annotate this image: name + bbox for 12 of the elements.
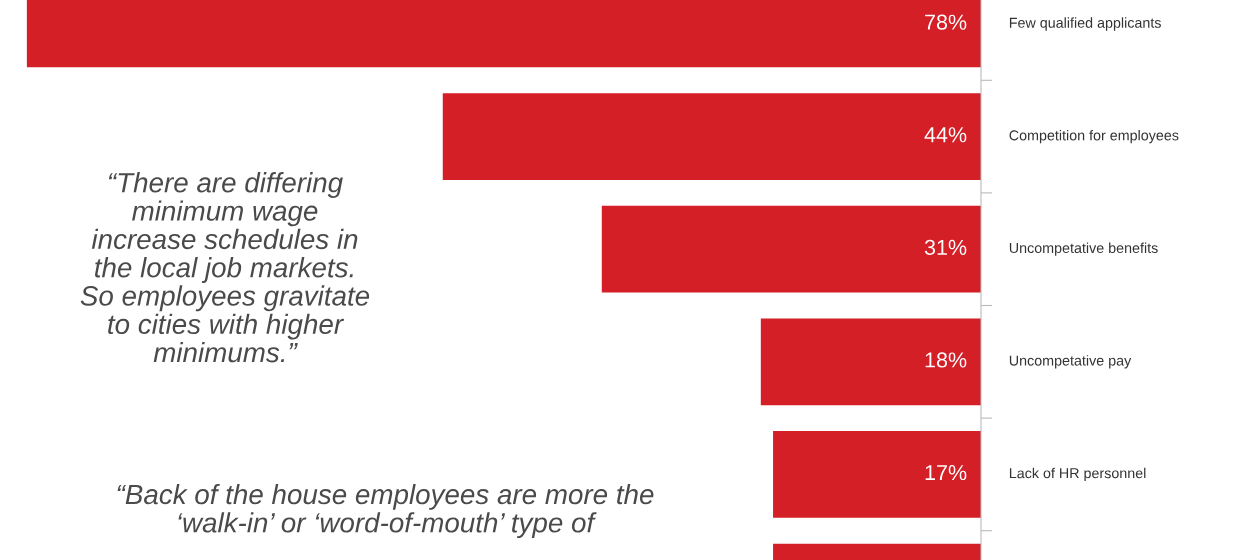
data-label: 18% [925, 352, 967, 368]
y-tick-label: Competition for employees [1009, 129, 1179, 144]
annotation: “There are differing minimum wage increase schedules in the local job markets. So employees gravitate to cities with higher minimums.” [80, 172, 370, 363]
data-label: 17% [925, 465, 967, 481]
y-tick-label: Uncompetative benefits [1009, 242, 1158, 256]
data-label: 31% [924, 239, 967, 255]
data-label: 44% [924, 127, 967, 143]
annotation: “Back of the house employees are more the ‘walk-in’ or ‘word-of-mouth’ type of [117, 483, 654, 539]
y-tick-label: Few qualified applicants [1009, 17, 1161, 31]
y-tick-label: Lack of HR personnel [1009, 467, 1146, 482]
y-tick-label: Uncompetative pay [1009, 355, 1132, 369]
data-label: 78% [925, 14, 967, 30]
